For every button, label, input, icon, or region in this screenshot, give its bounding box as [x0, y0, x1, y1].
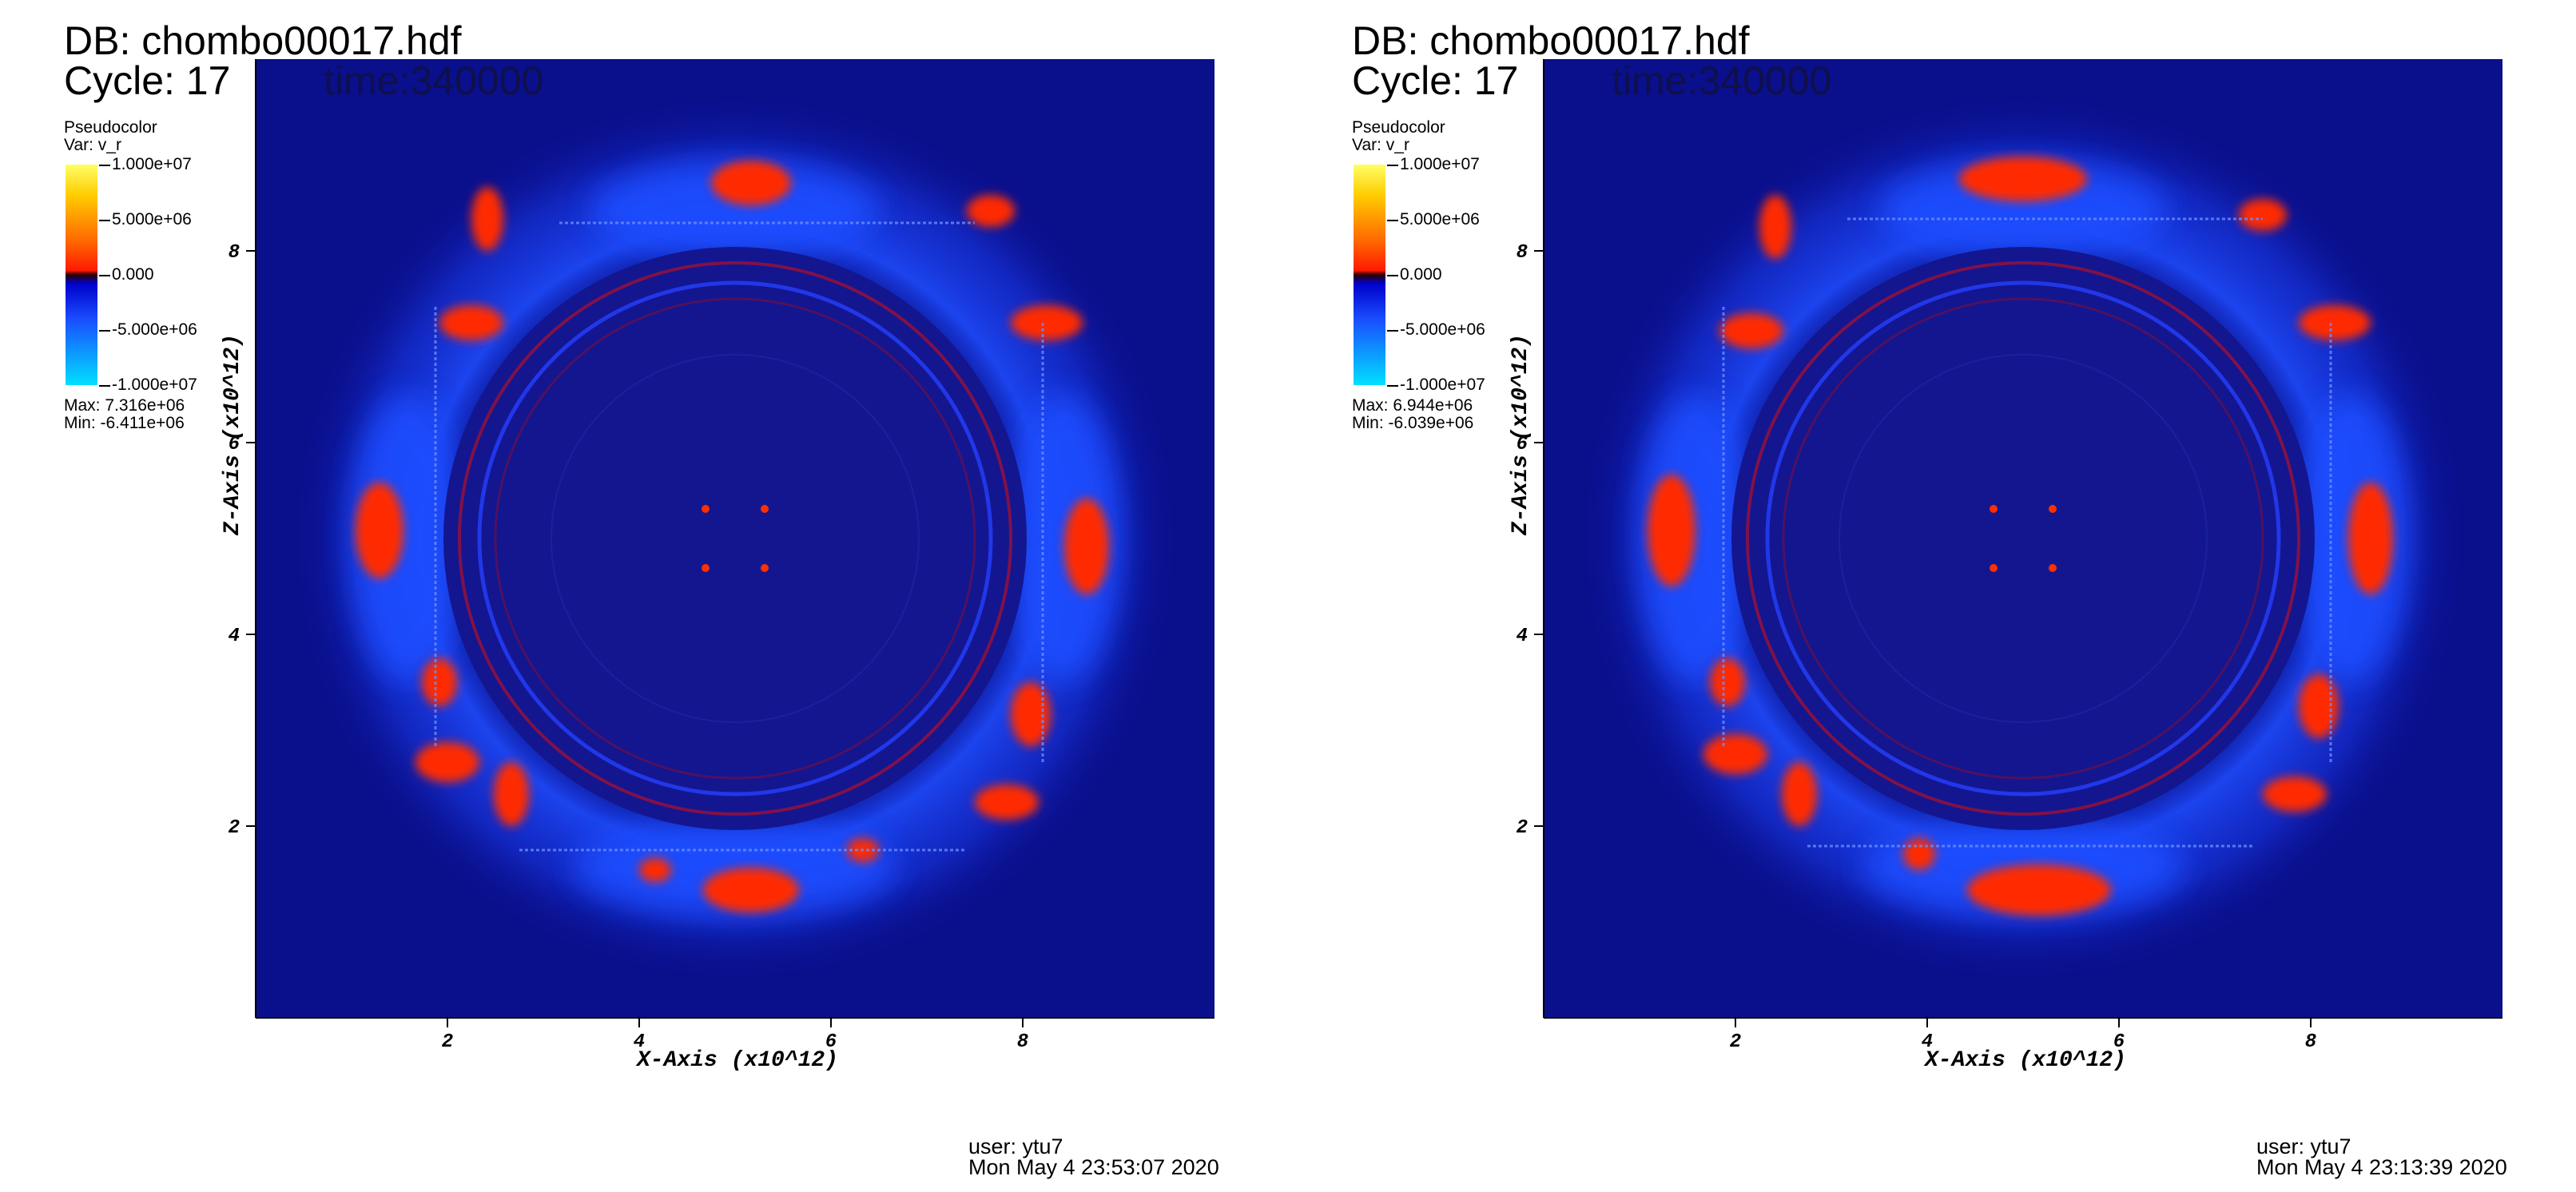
x-tick-label: 4 — [1922, 1031, 1933, 1053]
x-tick-label: 6 — [2113, 1031, 2125, 1053]
axes: 2 4 6 8 2 4 6 8 — [1517, 59, 2502, 1053]
time-label: time:340000 — [324, 58, 544, 103]
colorbar-tick-label: 5.000e+06 — [1400, 210, 1480, 228]
colorbar-tick — [1387, 330, 1398, 332]
colorbar-tick — [99, 165, 110, 166]
z-axis-label: Z-Axis (x10^12) — [1509, 333, 1533, 535]
database-label: DB: chombo00017.hdf — [64, 18, 462, 63]
colorbar-tick — [1387, 385, 1398, 387]
colorbar-tick — [99, 385, 110, 387]
colorbar — [1354, 165, 1385, 385]
time-label: time:340000 — [1612, 58, 1832, 103]
legend-max: Max: 6.944e+06 — [1352, 396, 1473, 415]
x-tick-label: 8 — [1017, 1031, 1028, 1053]
x-tick-label: 2 — [1730, 1031, 1741, 1053]
z-tick-label: 8 — [1517, 242, 1528, 264]
z-tick-label: 4 — [1517, 626, 1528, 647]
z-tick-label: 6 — [229, 434, 240, 455]
x-tick-label: 8 — [2305, 1031, 2316, 1053]
axes: 2 4 6 8 2 4 6 8 — [229, 59, 1214, 1053]
z-tick-label: 2 — [229, 817, 240, 839]
colorbar-tick — [1387, 220, 1398, 221]
z-tick-label: 2 — [1517, 817, 1528, 839]
colorbar — [66, 165, 97, 385]
x-axis-label: X-Axis (x10^12) — [1925, 1048, 2127, 1073]
legend-title: Pseudocolor — [1352, 118, 1445, 137]
z-tick-label: 4 — [229, 626, 240, 647]
user-label: user: ytu7 — [968, 1134, 1063, 1158]
pseudocolor-plot — [256, 59, 1214, 1018]
colorbar-tick-label: -5.000e+06 — [112, 320, 197, 339]
legend-variable: Var: v_r — [64, 136, 121, 154]
legend-variable: Var: v_r — [1352, 136, 1409, 154]
date-label: Mon May 4 23:13:39 2020 — [2256, 1155, 2507, 1179]
database-label: DB: chombo00017.hdf — [1352, 18, 1750, 63]
field-rendering — [1544, 59, 2502, 1018]
visit-window-left: DB: chombo00017.hdf Cycle: 17 time:34000… — [64, 18, 1219, 1179]
colorbar-tick-label: -1.000e+07 — [112, 375, 197, 394]
z-axis-label: Z-Axis (x10^12) — [221, 333, 245, 535]
cycle-label: Cycle: 17 — [64, 58, 231, 103]
legend-min: Min: -6.039e+06 — [1352, 414, 1474, 432]
x-tick-label: 2 — [442, 1031, 453, 1053]
legend-min: Min: -6.411e+06 — [64, 414, 185, 432]
colorbar-tick-label: -5.000e+06 — [1400, 320, 1485, 339]
colorbar-tick — [1387, 165, 1398, 166]
legend-title: Pseudocolor — [64, 118, 157, 137]
colorbar-tick-label: 1.000e+07 — [1400, 155, 1480, 173]
colorbar-tick-label: 1.000e+07 — [112, 155, 192, 173]
colorbar-tick-label: 5.000e+06 — [112, 210, 192, 228]
x-tick-label: 6 — [825, 1031, 837, 1053]
date-label: Mon May 4 23:53:07 2020 — [968, 1155, 1219, 1179]
pseudocolor-legend: Pseudocolor Var: v_r 1.000e+07 5.000e+06… — [1352, 118, 1528, 438]
user-label: user: ytu7 — [2256, 1134, 2351, 1158]
colorbar-tick — [99, 275, 110, 276]
pseudocolor-legend: Pseudocolor Var: v_r 1.000e+07 5.000e+06… — [64, 118, 240, 438]
z-tick-label: 8 — [229, 242, 240, 264]
cycle-label: Cycle: 17 — [1352, 58, 1519, 103]
colorbar-tick-label: 0.000 — [1400, 265, 1442, 284]
visit-window-right: DB: chombo00017.hdf Cycle: 17 time:34000… — [1288, 0, 2576, 1192]
colorbar-tick — [99, 330, 110, 332]
pseudocolor-plot — [1544, 59, 2502, 1018]
colorbar-tick — [1387, 275, 1398, 276]
x-axis-label: X-Axis (x10^12) — [637, 1048, 839, 1073]
field-rendering — [256, 59, 1214, 1018]
colorbar-tick — [99, 220, 110, 221]
x-tick-label: 4 — [634, 1031, 645, 1053]
legend-max: Max: 7.316e+06 — [64, 396, 185, 415]
colorbar-tick-label: -1.000e+07 — [1400, 375, 1485, 394]
colorbar-tick-label: 0.000 — [112, 265, 154, 284]
z-tick-label: 6 — [1517, 434, 1528, 455]
